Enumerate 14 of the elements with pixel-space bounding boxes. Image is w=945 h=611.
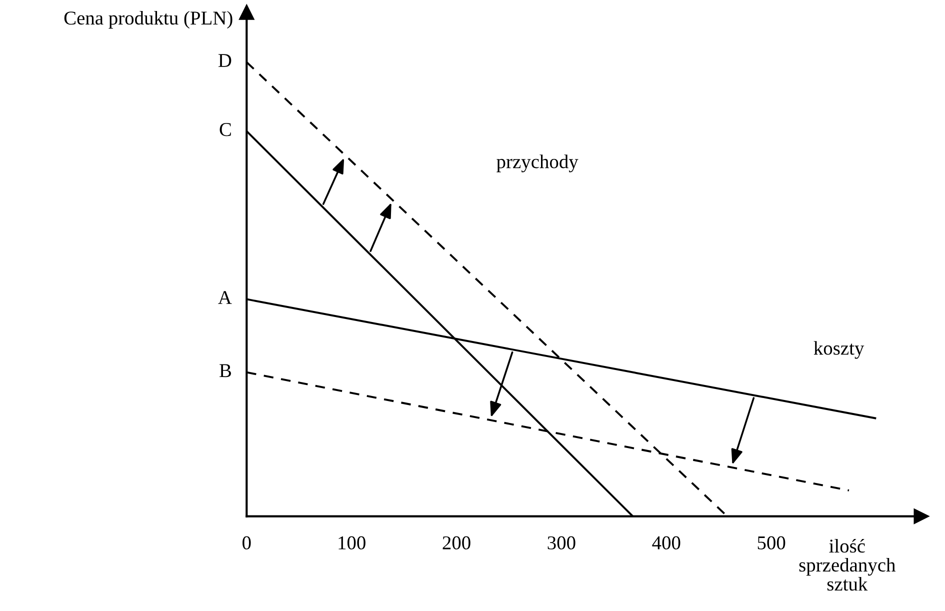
annotation: przychody <box>496 154 578 172</box>
series-label: C <box>220 123 231 136</box>
x-axis-title: ilość sprzedanych sztuk <box>799 538 896 591</box>
x-tick-label: 0 <box>242 536 251 550</box>
series-label: D <box>218 54 232 67</box>
x-tick-label: 500 <box>758 536 786 550</box>
x-tick-label: 100 <box>338 536 366 550</box>
x-tick-label: 200 <box>442 536 470 550</box>
x-tick-label: 400 <box>652 536 680 550</box>
series-label: A <box>218 291 232 304</box>
annotation: koszty <box>814 341 864 359</box>
series-label: B <box>220 364 232 378</box>
y-axis-title: Cena produktu (PLN) <box>64 10 232 29</box>
x-tick-label: 300 <box>548 536 576 550</box>
